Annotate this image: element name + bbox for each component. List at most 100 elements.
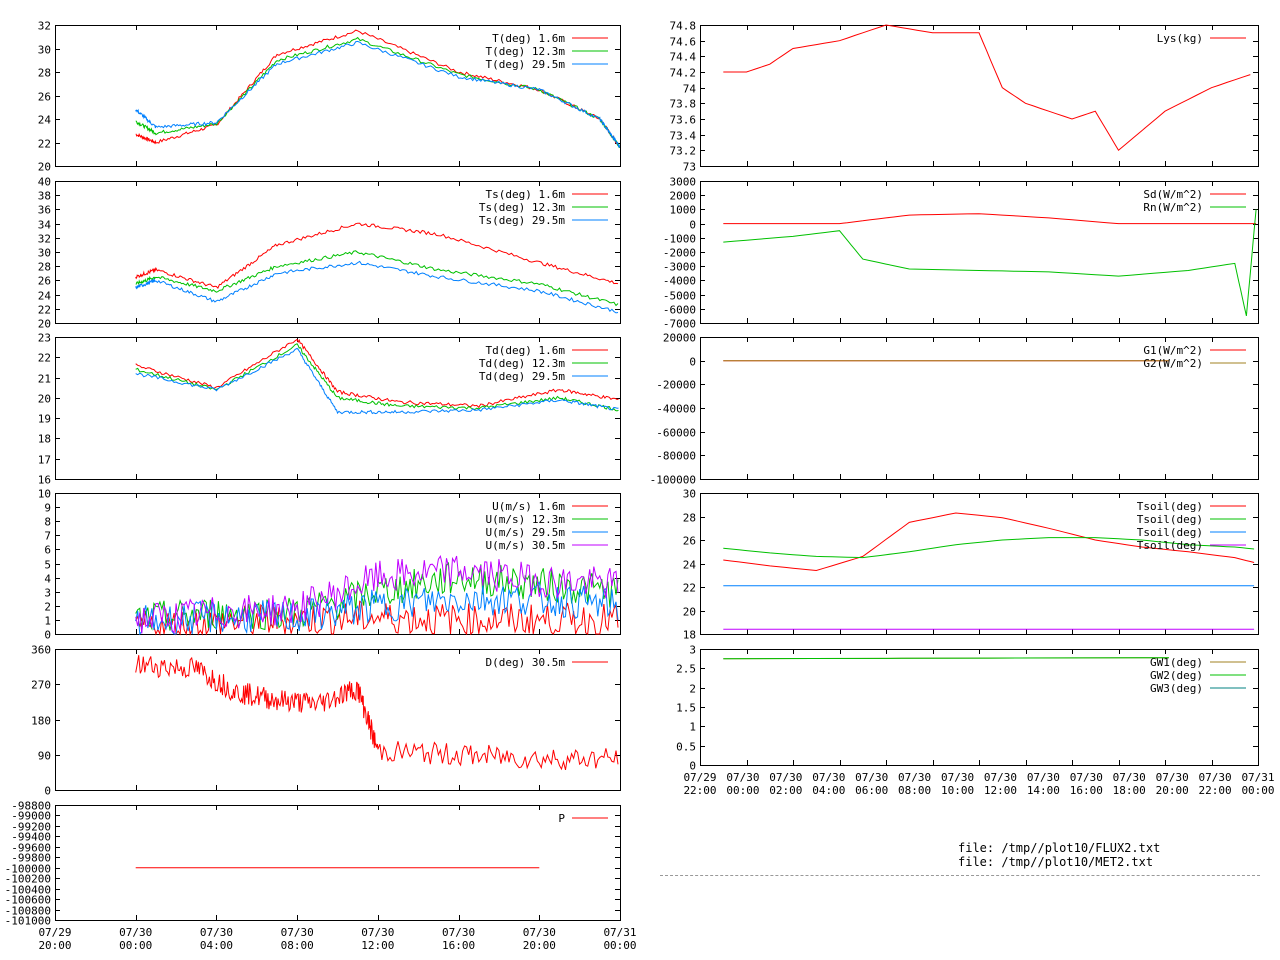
panel-10-legend-label-1: Tsoil(deg) [1137, 500, 1203, 513]
panel-1-ytick-label: 24 [38, 114, 52, 127]
right-axis-time-label: 02:00 [769, 784, 802, 797]
panel-10-legend-label-3: Tsoil(deg) [1137, 526, 1203, 539]
panel-4-ytick-label: 0 [44, 629, 51, 642]
panel-2-ytick-label: 30 [38, 247, 51, 260]
panel-2-ytick-label: 28 [38, 261, 51, 274]
panel-8-ytick-label: -6000 [663, 304, 696, 317]
panel-5-ytick-label: 360 [31, 644, 51, 657]
panel-3-ytick-label: 21 [38, 373, 51, 386]
panel-4-ytick-label: 6 [44, 544, 51, 557]
panel-9-ytick-label: -80000 [656, 450, 696, 463]
panel-2-legend-label-3: Ts(deg) 29.5m [479, 214, 565, 227]
panel-4-legend-label-2: U(m/s) 12.3m [486, 513, 566, 526]
left-axis-date-label: 07/30 [361, 926, 394, 939]
panel-11-legend-label-2: GW2(deg) [1150, 669, 1203, 682]
panel-2-ytick-label: 40 [38, 176, 51, 189]
panel-7-frame [700, 25, 1259, 167]
panel-1-ytick-label: 30 [38, 44, 51, 57]
panel-6-ytick-label: -99200 [11, 821, 51, 834]
panel-1-ytick-label: 20 [38, 161, 51, 174]
panel-11-legend-label-1: GW1(deg) [1150, 656, 1203, 669]
file-label-flux: file: /tmp//plot10/FLUX2.txt [958, 841, 1161, 855]
panel-11-ytick-label: 0.5 [676, 741, 696, 754]
left-axis-date-label: 07/30 [281, 926, 314, 939]
panel-9-ytick-label: 0 [689, 356, 696, 369]
panel-8-ytick-label: -1000 [663, 233, 696, 246]
right-axis-time-label: 18:00 [1113, 784, 1146, 797]
right-axis-date-label: 07/30 [726, 771, 759, 784]
left-axis-time-label: 00:00 [119, 939, 152, 952]
panel-8-series-2 [723, 209, 1257, 317]
panel-3-frame [55, 337, 621, 480]
panel-2-ytick-label: 36 [38, 204, 51, 217]
panel-2-series-3 [135, 260, 619, 314]
panel-9-ytick-label: -60000 [656, 427, 696, 440]
panel-3-legend-label-3: Td(deg) 29.5m [479, 370, 565, 383]
panel-11-ytick-label: 3 [689, 644, 696, 657]
panel-1-ytick-label: 28 [38, 67, 51, 80]
panel-5-legend-label-1: D(deg) 30.5m [486, 656, 566, 669]
panel-8-ytick-label: -5000 [663, 290, 696, 303]
panel-4-ytick-label: 7 [44, 530, 51, 543]
right-axis-time-label: 12:00 [984, 784, 1017, 797]
panel-1-ytick-label: 22 [38, 138, 51, 151]
left-axis-time-label: 16:00 [442, 939, 475, 952]
panel-7-ytick-label: 74.8 [670, 20, 697, 33]
right-axis-date-label: 07/30 [1199, 771, 1232, 784]
left-axis-time-label: 04:00 [200, 939, 233, 952]
panel-4-legend-label-4: U(m/s) 30.5m [486, 539, 566, 552]
panel-7-ytick-label: 74.4 [670, 51, 697, 64]
panel-2-ytick-label: 22 [38, 304, 51, 317]
panel-9-ytick-label: -100000 [650, 474, 696, 487]
panel-4-ytick-label: 10 [38, 488, 51, 501]
panel-10-legend-label-2: Tsoil(deg) [1137, 513, 1203, 526]
panel-3-ytick-label: 18 [38, 433, 51, 446]
panel-3-ytick-label: 23 [38, 332, 51, 345]
panel-6-ytick-label: -99800 [11, 852, 51, 865]
left-axis-date-label: 07/30 [442, 926, 475, 939]
panel-11-ytick-label: 2.5 [676, 663, 696, 676]
panel-4-ytick-label: 9 [44, 502, 51, 515]
right-axis-time-label: 00:00 [726, 784, 759, 797]
panel-4-legend-label-1: U(m/s) 1.6m [492, 500, 565, 513]
panel-2-series-1 [135, 222, 619, 289]
panel-4-legend-label-3: U(m/s) 29.5m [486, 526, 566, 539]
right-axis-date-label: 07/31 [1241, 771, 1274, 784]
panel-7-ytick-label: 73 [683, 161, 696, 174]
panel-10-ytick-label: 28 [683, 512, 696, 525]
panel-3-ytick-label: 19 [38, 413, 51, 426]
panel-7-ytick-label: 73.8 [670, 98, 697, 111]
right-axis-time-label: 22:00 [683, 784, 716, 797]
panel-8-legend-label-2: Rn(W/m^2) [1143, 201, 1203, 214]
panel-11-legend-label-3: GW3(deg) [1150, 682, 1203, 695]
right-axis-date-label: 07/30 [1070, 771, 1103, 784]
panel-3-series-1 [135, 338, 619, 409]
right-axis-date-label: 07/30 [1156, 771, 1189, 784]
panel-10-series-2 [723, 537, 1255, 559]
panel-2-ytick-label: 32 [38, 233, 51, 246]
panel-9-legend-label-2: G2(W/m^2) [1143, 357, 1203, 370]
panel-3-ytick-label: 20 [38, 393, 51, 406]
right-axis-date-label: 07/30 [941, 771, 974, 784]
panel-10-ytick-label: 30 [683, 488, 696, 501]
right-axis-time-label: 00:00 [1241, 784, 1274, 797]
panel-8-ytick-label: -7000 [663, 318, 696, 331]
panel-2-ytick-label: 38 [38, 190, 51, 203]
panel-2-series-2 [135, 250, 619, 307]
panel-11-ytick-label: 1 [689, 721, 696, 734]
panel-4-ytick-label: 1 [44, 615, 51, 628]
panel-8-ytick-label: 1000 [670, 204, 697, 217]
left-axis-time-label: 00:00 [603, 939, 636, 952]
left-axis-time-label: 08:00 [281, 939, 314, 952]
panel-1-ytick-label: 26 [38, 91, 51, 104]
panel-1-legend-label-2: T(deg) 12.3m [486, 45, 566, 58]
panel-10-ytick-label: 20 [683, 606, 696, 619]
panel-8-ytick-label: -3000 [663, 261, 696, 274]
panel-7-ytick-label: 73.4 [670, 130, 697, 143]
panel-4-ytick-label: 5 [44, 559, 51, 572]
panel-7-ytick-label: 74.6 [670, 36, 697, 49]
panel-6-ytick-label: -101000 [5, 915, 51, 928]
right-axis-time-label: 10:00 [941, 784, 974, 797]
panel-10-ytick-label: 18 [683, 629, 696, 642]
